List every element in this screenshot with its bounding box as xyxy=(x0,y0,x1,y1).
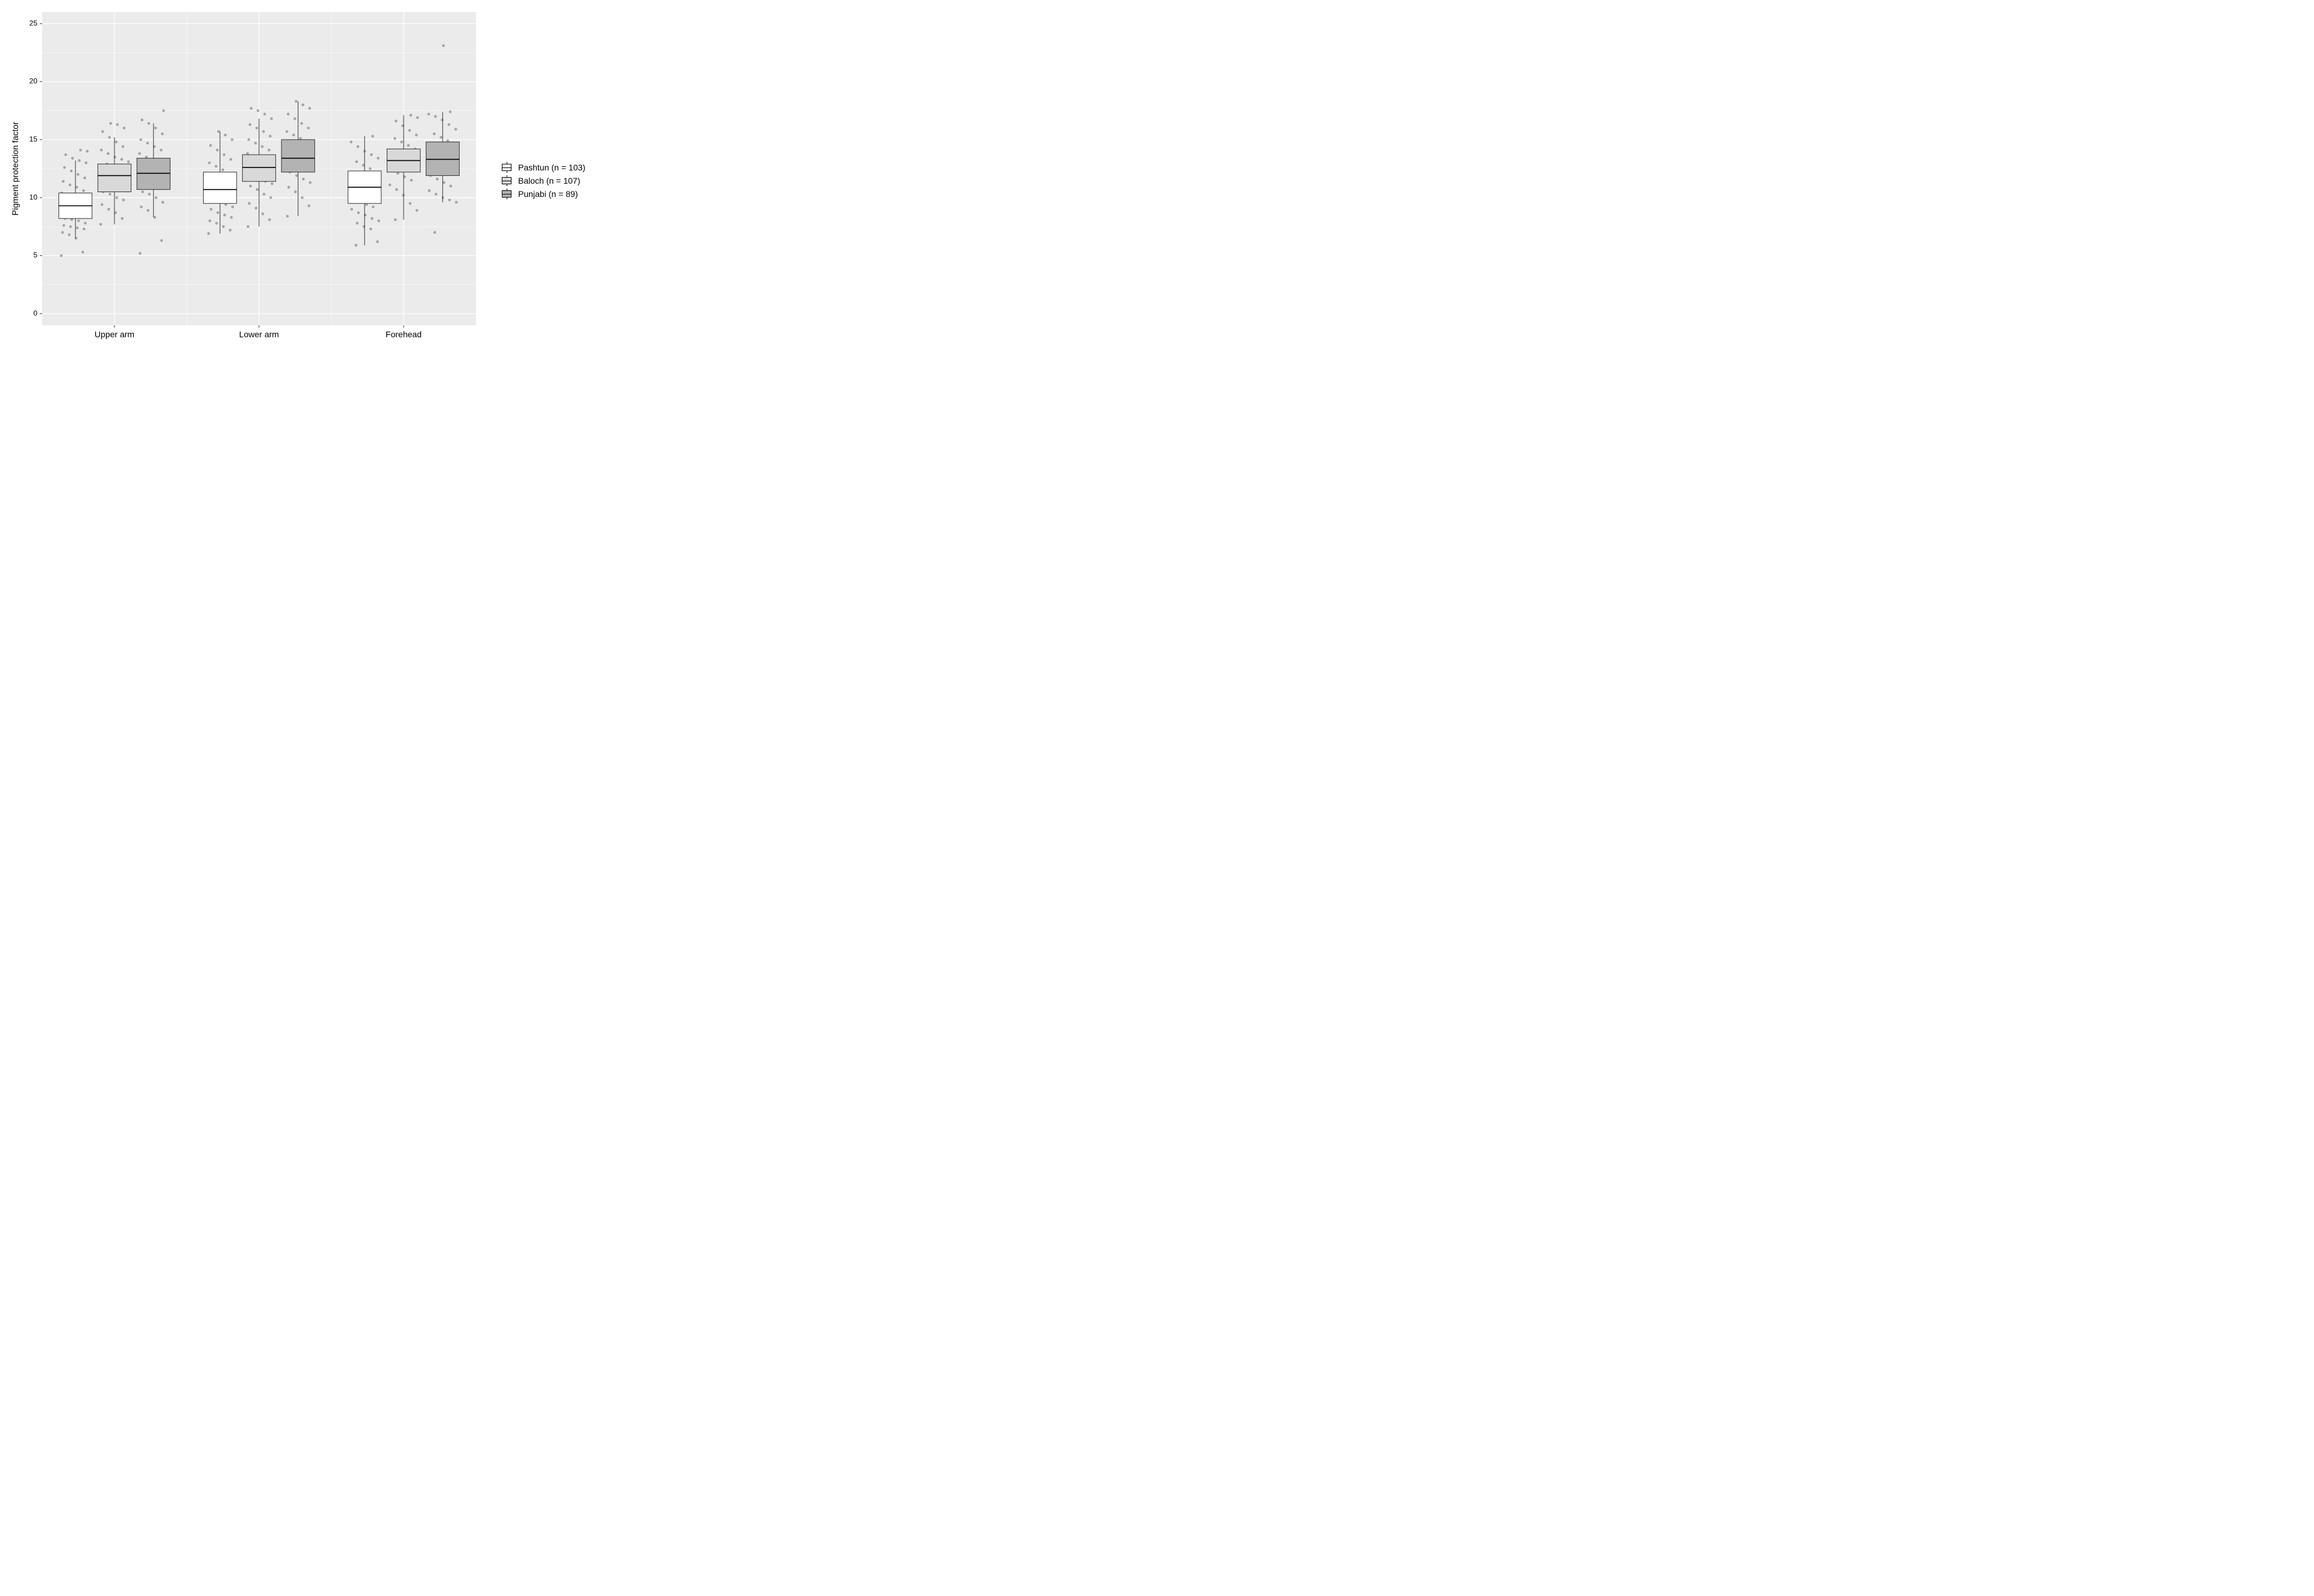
legend: Pashtun (n = 103) Baloch (n = 107) Punjabi… xyxy=(500,160,586,202)
svg-text:Pigment protection factor: Pigment protection factor xyxy=(10,122,20,216)
svg-text:20: 20 xyxy=(30,77,38,86)
legend-item: Pashtun (n = 103) xyxy=(500,162,586,173)
legend-item: Baloch (n = 107) xyxy=(500,175,586,186)
legend-label: Baloch (n = 107) xyxy=(518,176,580,185)
legend-item: Punjabi (n = 89) xyxy=(500,189,586,199)
boxplot-chart: 0 5 10 15 20 25 Upper arm Lower arm Forehead Pigm… xyxy=(6,6,482,355)
svg-text:Forehead: Forehead xyxy=(386,329,422,339)
svg-text:10: 10 xyxy=(30,193,38,201)
svg-text:5: 5 xyxy=(33,251,37,260)
svg-text:0: 0 xyxy=(33,309,37,317)
svg-text:25: 25 xyxy=(30,19,38,27)
svg-text:Upper arm: Upper arm xyxy=(95,329,134,339)
legend-label: Pashtun (n = 103) xyxy=(518,163,586,172)
legend-label: Punjabi (n = 89) xyxy=(518,189,578,199)
svg-text:Lower arm: Lower arm xyxy=(239,329,279,339)
svg-text:15: 15 xyxy=(30,135,38,143)
chart-wrapper: 0 5 10 15 20 25 Upper arm Lower arm Forehead Pigm… xyxy=(0,0,2314,361)
